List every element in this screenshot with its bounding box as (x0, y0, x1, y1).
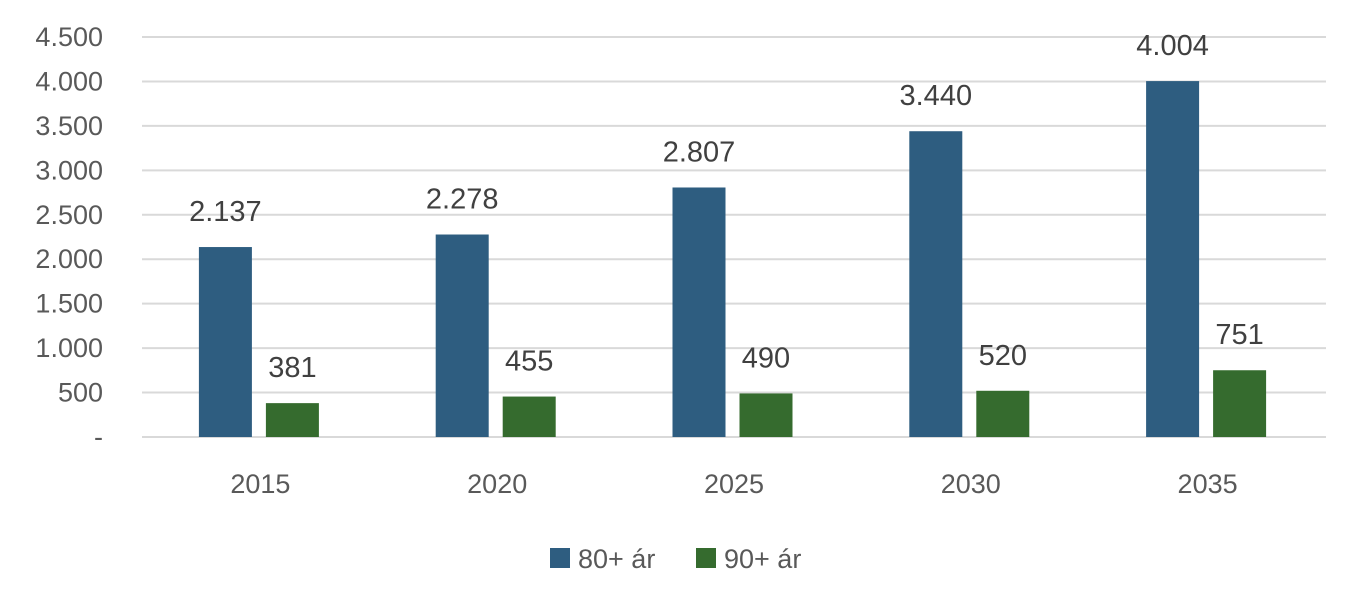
legend-label: 90+ ár (724, 544, 801, 574)
bar (739, 393, 793, 437)
x-tick-label: 2035 (1178, 469, 1238, 499)
gridlines (142, 36, 1326, 438)
y-tick-label: - (94, 422, 103, 452)
bar (198, 247, 252, 437)
data-label: 381 (268, 352, 316, 384)
bar (672, 187, 726, 437)
data-label: 2.278 (426, 184, 499, 216)
bar (502, 396, 556, 437)
bar (435, 234, 489, 437)
legend: 80+ ár 90+ ár (550, 544, 801, 574)
bar (1213, 370, 1267, 437)
data-label: 2.137 (189, 196, 262, 228)
y-tick-label: 4.000 (35, 66, 103, 96)
bars (198, 81, 1267, 437)
bar (909, 131, 963, 437)
y-tick-label: 4.500 (35, 22, 103, 52)
data-labels: 2.137 2.278 2.807 3.440 4.004 381 455 490 520 751 (189, 30, 1264, 384)
y-tick-label: 1.000 (35, 333, 103, 363)
y-axis: - 500 1.000 1.500 2.000 2.500 3.000 3.500 4.000 4… (35, 22, 103, 452)
bar (1146, 81, 1200, 437)
y-tick-label: 2.500 (35, 200, 103, 230)
y-tick-label: 2.000 (35, 244, 103, 274)
bar (976, 390, 1030, 437)
data-label: 490 (742, 342, 790, 374)
legend-swatch (696, 548, 716, 568)
x-tick-label: 2025 (704, 469, 764, 499)
data-label: 520 (979, 340, 1027, 372)
x-tick-label: 2030 (941, 469, 1001, 499)
y-tick-label: 3.000 (35, 155, 103, 185)
data-label: 751 (1215, 319, 1263, 351)
data-label: 2.807 (663, 136, 736, 168)
legend-swatch (550, 548, 570, 568)
y-tick-label: 3.500 (35, 111, 103, 141)
legend-label: 80+ ár (578, 544, 655, 574)
y-tick-label: 500 (58, 378, 103, 408)
y-tick-label: 1.500 (35, 289, 103, 319)
data-label: 455 (505, 346, 553, 378)
data-label: 4.004 (1136, 30, 1209, 62)
x-tick-label: 2020 (467, 469, 527, 499)
bar (265, 403, 319, 437)
data-label: 3.440 (900, 80, 973, 112)
x-axis: 2015 2020 2025 2030 2035 (230, 469, 1237, 499)
x-tick-label: 2015 (230, 469, 290, 499)
